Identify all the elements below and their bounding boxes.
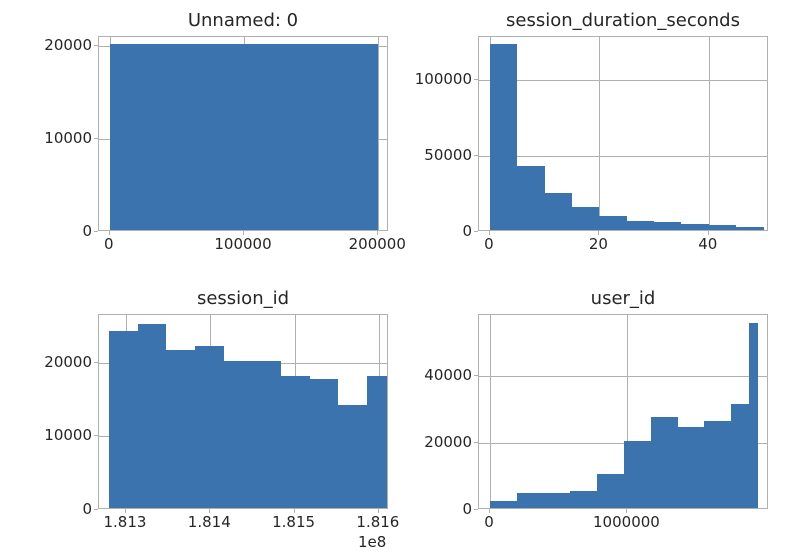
gridline-vertical [599, 37, 600, 230]
histogram-bar [298, 44, 325, 230]
y-tick-label: 0 [82, 222, 98, 240]
histogram-bar [544, 493, 571, 508]
plot-area [98, 36, 388, 231]
histogram-bar [736, 227, 763, 230]
histogram-bar [166, 350, 195, 508]
histogram-bar [678, 427, 705, 508]
histogram-bar [163, 44, 190, 230]
subplot-user-id: user_id 0100000002000040000 [478, 314, 768, 509]
histogram-bar [627, 221, 654, 230]
y-tick-label: 20000 [424, 433, 478, 451]
x-tick-label: 1.815 [272, 509, 315, 531]
histogram-bar [490, 44, 517, 230]
gridline-horizontal [479, 80, 767, 81]
histogram-bar [599, 216, 626, 230]
histogram-bar [597, 474, 624, 508]
y-tick-label: 10000 [44, 426, 98, 444]
histogram-bar [190, 44, 217, 230]
subplot-session-duration: session_duration_seconds 020400500001000… [478, 36, 768, 231]
subplot-session-id: session_id 1.8131.8141.8151.816010000200… [98, 314, 388, 509]
histogram-bar [709, 225, 736, 230]
plot-area [478, 36, 768, 231]
histogram-bar [749, 323, 758, 508]
subplot-unnamed-0: Unnamed: 0 010000020000001000020000 [98, 36, 388, 231]
histogram-bar [137, 44, 164, 230]
subplot-title: session_duration_seconds [478, 10, 768, 31]
histogram-bar [252, 361, 281, 508]
subplot-title: Unnamed: 0 [98, 10, 388, 31]
y-tick-label: 100000 [415, 70, 478, 88]
y-tick-label: 20000 [44, 353, 98, 371]
x-tick-label: 0 [484, 231, 494, 253]
histogram-bar [654, 222, 681, 230]
histogram-bar [351, 44, 378, 230]
axis-offset-label: 1e8 [358, 533, 386, 551]
x-tick-label: 20 [589, 231, 608, 253]
histogram-bar [624, 441, 651, 508]
histogram-bar [651, 417, 678, 508]
histogram-bar [517, 166, 544, 230]
histogram-bar [704, 421, 731, 508]
histogram-bar [224, 361, 253, 508]
y-tick-label: 20000 [44, 36, 98, 54]
histogram-bar [109, 331, 138, 508]
gridline-horizontal [479, 156, 767, 157]
x-tick-label: 0 [484, 509, 494, 531]
x-tick-label: 200000 [349, 231, 406, 253]
histogram-bar [244, 44, 271, 230]
x-tick-label: 0 [104, 231, 114, 253]
y-tick-label: 10000 [44, 129, 98, 147]
subplot-title: session_id [98, 288, 388, 309]
histogram-bar [195, 346, 224, 508]
y-tick-label: 40000 [424, 366, 478, 384]
histogram-bar [325, 44, 352, 230]
y-tick-label: 0 [82, 500, 98, 518]
subplot-title: user_id [478, 288, 768, 309]
histogram-bar [271, 44, 298, 230]
x-tick-label: 1.813 [103, 509, 146, 531]
plot-area [98, 314, 388, 509]
histogram-grid-figure: Unnamed: 0 010000020000001000020000 sess… [0, 0, 790, 552]
histogram-bar [310, 379, 339, 508]
x-tick-label: 1000000 [593, 509, 660, 531]
x-tick-label: 40 [698, 231, 717, 253]
histogram-bar [517, 493, 544, 508]
y-tick-label: 0 [462, 222, 478, 240]
x-tick-label: 1.816 [356, 509, 399, 531]
histogram-bar [681, 224, 708, 230]
gridline-vertical [709, 37, 710, 230]
x-tick-label: 1.814 [188, 509, 231, 531]
histogram-bar [217, 44, 244, 230]
y-tick-label: 50000 [424, 146, 478, 164]
histogram-bar [138, 324, 167, 508]
x-tick-label: 100000 [214, 231, 271, 253]
y-tick-label: 0 [462, 500, 478, 518]
histogram-bar [338, 405, 367, 508]
histogram-bar [490, 501, 517, 508]
histogram-bar [572, 207, 599, 230]
histogram-bar [545, 193, 572, 230]
histogram-bar [110, 44, 137, 230]
plot-area [478, 314, 768, 509]
gridline-vertical [490, 315, 491, 508]
histogram-bar [367, 376, 388, 508]
gridline-horizontal [479, 376, 767, 377]
gridline-vertical [378, 37, 379, 230]
histogram-bar [281, 376, 310, 508]
histogram-bar [570, 491, 597, 508]
